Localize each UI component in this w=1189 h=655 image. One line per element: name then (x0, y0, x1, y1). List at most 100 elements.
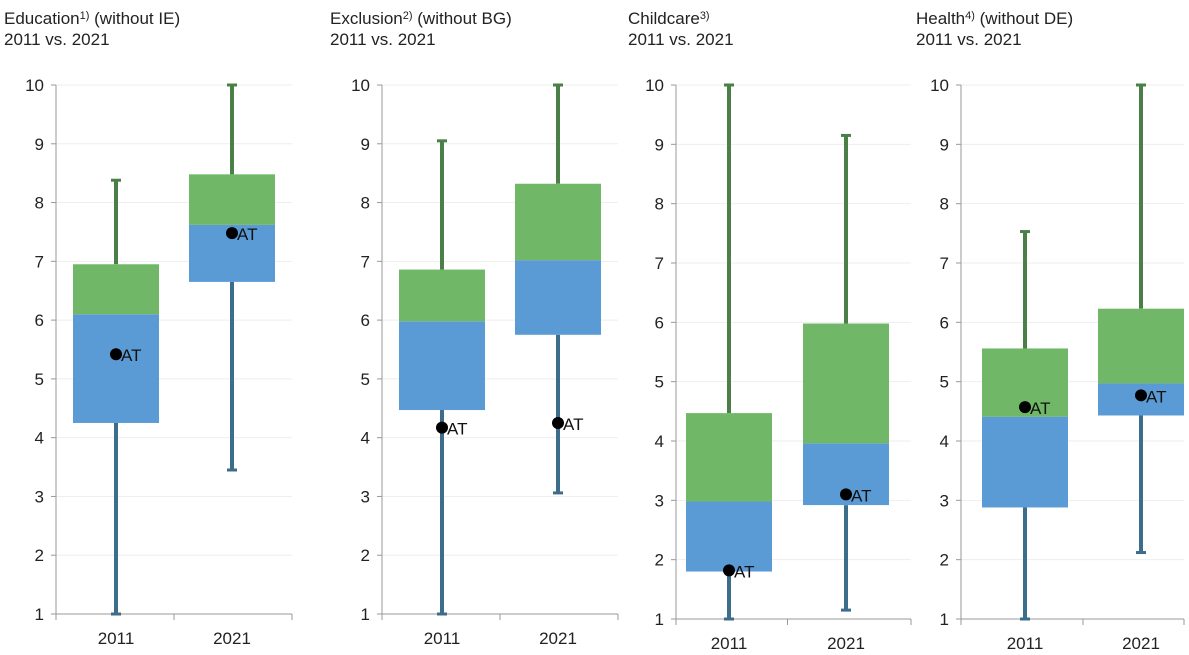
chart-title: Childcare3) 2011 vs. 2021 (628, 8, 734, 50)
y-tick-label: 3 (35, 487, 44, 506)
at-marker (723, 564, 735, 577)
x-tick-label: 2021 (1122, 634, 1160, 653)
title-text: Education (4, 9, 80, 28)
lower-box (73, 314, 159, 423)
x-tick-label: 2011 (711, 634, 748, 653)
footnote-marker: 2) (402, 10, 413, 22)
y-tick-label: 8 (361, 194, 370, 213)
y-tick-label: 2 (655, 551, 664, 570)
y-tick-label: 4 (655, 432, 664, 451)
lower-box (686, 501, 772, 572)
upper-box (73, 264, 159, 315)
boxplot-childcare: 1 2 3 4 5 6 7 8 9 10 2011 2021 AT AT (645, 76, 912, 653)
upper-box (803, 323, 889, 444)
at-marker (436, 421, 448, 434)
y-tick-label: 8 (655, 195, 664, 214)
at-marker-label: AT (734, 562, 754, 581)
y-tick-label: 8 (940, 195, 949, 214)
chart-panel-childcare: Childcare3) 2011 vs. 2021 1 2 3 4 5 6 7 8 9 10 201… (628, 0, 913, 655)
x-tick-label: 2021 (213, 629, 251, 648)
y-tick-label: 3 (655, 491, 664, 510)
at-marker-label: AT (447, 420, 467, 439)
x-tick-label: 2021 (827, 634, 865, 653)
subtitle-text: 2011 vs. 2021 (330, 30, 436, 49)
subtitle-text: 2011 vs. 2021 (4, 30, 110, 49)
y-tick-label: 1 (361, 605, 370, 624)
y-tick-label: 3 (361, 487, 370, 506)
chart-panel-health: Health4) (without DE) 2011 vs. 2021 1 2 3 4… (916, 0, 1186, 655)
x-tick-label: 2011 (1007, 634, 1044, 653)
chart-panel-exclusion: Exclusion2) (without BG) 2011 vs. 2021 1… (330, 0, 620, 655)
subtitle-text: 2011 vs. 2021 (628, 30, 734, 49)
y-tick-label: 4 (35, 429, 44, 448)
title-suffix: (without IE) (89, 9, 181, 28)
y-tick-label: 10 (930, 76, 949, 95)
y-tick-label: 2 (35, 546, 44, 565)
y-tick-label: 1 (940, 610, 949, 629)
y-tick-label: 5 (35, 370, 44, 389)
footnote-marker: 4) (965, 10, 975, 22)
upper-box (189, 174, 275, 225)
upper-box (515, 183, 601, 261)
lower-box (399, 321, 485, 411)
y-tick-label: 8 (35, 194, 44, 213)
y-tick-label: 1 (655, 610, 664, 629)
lower-box (515, 260, 601, 335)
chart-title: Exclusion2) (without BG) 2011 vs. 2021 (330, 8, 512, 50)
y-tick-label: 9 (35, 135, 44, 154)
boxplot-exclusion: 1 2 3 4 5 6 7 8 9 10 2011 2021 AT AT (351, 76, 619, 648)
chart-panel-education: Education1) (without IE) 2011 vs. 2021 1… (4, 0, 294, 655)
x-tick-label: 2021 (539, 629, 577, 648)
y-tick-label: 9 (361, 135, 370, 154)
x-tick-label: 2011 (98, 629, 135, 648)
footnote-marker: 3) (699, 10, 710, 22)
y-tick-label: 10 (645, 76, 664, 95)
at-marker (1019, 401, 1031, 414)
upper-box (686, 413, 772, 502)
y-tick-label: 10 (25, 76, 44, 95)
at-marker (226, 227, 238, 240)
y-tick-label: 4 (940, 432, 949, 451)
boxplot-education: 1 2 3 4 5 6 7 8 9 10 2011 2021 AT AT (25, 76, 293, 648)
chart-title: Health4) (without DE) 2011 vs. 2021 (916, 8, 1073, 50)
y-tick-label: 1 (35, 605, 44, 624)
lower-box (982, 416, 1068, 508)
y-tick-label: 9 (940, 135, 949, 154)
title-text: Health (916, 9, 966, 28)
at-marker-label: AT (121, 346, 141, 365)
at-marker (552, 416, 564, 429)
at-marker-label: AT (851, 486, 871, 505)
y-tick-label: 6 (361, 311, 370, 330)
upper-box (399, 269, 485, 322)
y-tick-label: 3 (940, 491, 949, 510)
y-tick-label: 5 (655, 373, 664, 392)
y-tick-label: 10 (351, 76, 370, 95)
upper-box (1098, 308, 1184, 384)
title-text: Exclusion (330, 9, 403, 28)
at-marker (1135, 389, 1147, 402)
y-tick-label: 7 (655, 254, 664, 273)
at-marker (110, 348, 122, 361)
y-tick-label: 7 (35, 252, 44, 271)
y-tick-label: 9 (655, 135, 664, 154)
footnote-marker: 1) (79, 10, 90, 22)
at-marker-label: AT (237, 225, 257, 244)
at-marker-label: AT (1030, 399, 1050, 418)
title-suffix: (without DE) (974, 9, 1074, 28)
y-tick-label: 6 (940, 313, 949, 332)
at-marker-label: AT (1146, 387, 1166, 406)
y-tick-label: 5 (361, 370, 370, 389)
boxplot-health: 1 2 3 4 5 6 7 8 9 10 2011 2021 AT AT (930, 76, 1185, 653)
subtitle-text: 2011 vs. 2021 (916, 30, 1022, 49)
y-tick-label: 2 (361, 546, 370, 565)
y-tick-label: 7 (940, 254, 949, 273)
at-marker-label: AT (563, 415, 583, 434)
chart-title: Education1) (without IE) 2011 vs. 2021 (4, 8, 180, 50)
title-suffix: (without BG) (412, 9, 512, 28)
y-tick-label: 6 (655, 313, 664, 332)
y-tick-label: 5 (940, 373, 949, 392)
x-tick-label: 2011 (424, 629, 461, 648)
y-tick-label: 4 (361, 429, 370, 448)
title-text: Childcare (628, 9, 700, 28)
y-tick-label: 6 (35, 311, 44, 330)
